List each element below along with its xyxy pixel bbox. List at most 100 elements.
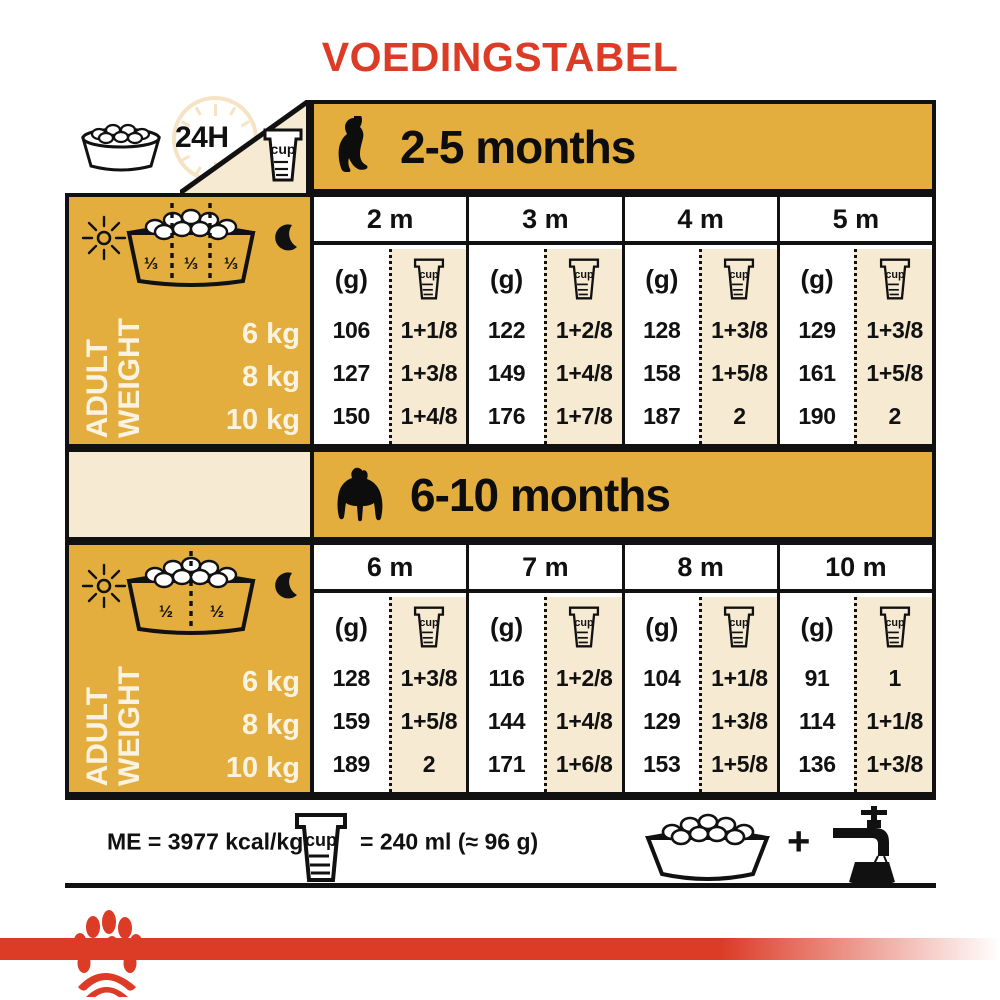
cups-subcolumn: cup 1+2/8 1+4/8 1+6/8: [543, 597, 622, 792]
table-cell: 127: [332, 360, 371, 386]
month-header: 3 m: [469, 197, 622, 245]
table-cell: 1+1/8: [866, 708, 924, 734]
grams-subcolumn: (g) 116 144 171: [469, 597, 544, 792]
svg-text:cup: cup: [575, 617, 595, 629]
unit-grams: (g): [800, 611, 834, 642]
cups-subcolumn: cup 1+2/8 1+4/8 1+7/8: [543, 249, 622, 444]
cups-subcolumn: cup 1+1/8 1+3/8 1+5/8: [699, 597, 777, 792]
moon-icon: [275, 224, 297, 251]
unit-grams: (g): [489, 263, 524, 294]
grams-subcolumn: (g) 106 127 150: [314, 249, 389, 444]
table-cell: 106: [332, 317, 371, 343]
chart-footer: ME = 3977 kcal/kg cup = 240 ml (≈ 96 g): [65, 795, 936, 888]
svg-text:⅓: ⅓: [144, 254, 158, 273]
measuring-cup-icon: cup: [724, 606, 755, 648]
weight-labels: 6 kg 8 kg 10 kg: [160, 313, 300, 442]
month-header: 10 m: [779, 545, 932, 593]
table-cell: 1+3/8: [711, 317, 768, 343]
unit-grams: (g): [645, 611, 679, 642]
table-cell: 104: [643, 665, 681, 691]
table-cell: 128: [332, 665, 371, 691]
svg-text:cup: cup: [730, 617, 750, 629]
royal-canin-paw-logo: [73, 910, 143, 997]
page-title: VOEDINGSTABEL: [321, 34, 679, 80]
weight-label: 6 kg: [241, 318, 300, 350]
pug-standing-icon: [337, 467, 383, 521]
table-cell: 150: [332, 403, 371, 429]
month-column: 10 m (g) 91 114 136 cup: [779, 545, 932, 792]
table-cell: 144: [487, 708, 526, 734]
table-cell: 1+4/8: [555, 360, 613, 386]
table-cell: 1+3/8: [400, 665, 458, 691]
table-cell: 2: [888, 403, 901, 429]
measuring-cup-icon: cup: [879, 606, 910, 648]
table-cell: 1+2/8: [555, 665, 613, 691]
table-cell: 1+6/8: [555, 751, 613, 777]
section-band-6-10-months: 6-10 months: [310, 448, 936, 541]
table-cell: 1+5/8: [711, 360, 768, 386]
data-grid-6-10-months: 6 m (g) 128 159 189 cup: [310, 541, 936, 796]
grams-subcolumn: (g) 129 161 190: [779, 249, 855, 444]
table-cell: 1+3/8: [866, 317, 924, 343]
weight-labels: 6 kg 8 kg 10 kg: [160, 661, 300, 790]
month-header: 5 m: [779, 197, 932, 245]
table-cell: 1+5/8: [711, 751, 768, 777]
measuring-cup-icon: cup: [569, 258, 600, 300]
grams-subcolumn: (g) 128 158 187: [624, 249, 700, 444]
table-cell: 159: [332, 708, 371, 734]
month-header: 7 m: [469, 545, 622, 593]
svg-text:cup: cup: [271, 141, 296, 157]
svg-text:⅓: ⅓: [184, 254, 198, 273]
row-axis-label: ADULT WEIGHT: [81, 318, 146, 438]
section-spacer-strip: [65, 448, 310, 541]
table-cell: 1+1/8: [400, 317, 458, 343]
puppy-sitting-icon: [338, 115, 368, 172]
chart-corner: 24H cup: [65, 96, 310, 193]
table-cell: 189: [332, 751, 371, 777]
table-cell: 128: [643, 317, 681, 343]
svg-text:cup: cup: [419, 617, 439, 629]
measuring-cup-icon: cup: [569, 606, 600, 648]
food-bowl-icon: [645, 813, 770, 881]
section-band-2-5-months: 2-5 months: [310, 100, 936, 193]
duration-label: 24H: [175, 121, 229, 154]
month-column: 7 m (g) 116 144 171 cup: [469, 545, 625, 792]
section-title: 2-5 months: [400, 120, 636, 173]
measuring-cup-icon: cup: [295, 813, 347, 882]
svg-text:cup: cup: [305, 830, 337, 850]
table-cell: 1+3/8: [711, 708, 768, 734]
month-header: 8 m: [624, 545, 777, 593]
table-cell: 187: [643, 403, 681, 429]
table-cell: 91: [804, 665, 830, 691]
feeding-table: 24H cup 2-5 months: [65, 96, 936, 888]
cup-equivalence-label: = 240 ml (≈ 96 g): [360, 828, 539, 854]
table-cell: 1+2/8: [555, 317, 613, 343]
month-column: 3 m (g) 122 149 176 cup: [469, 197, 625, 444]
svg-text:½: ½: [159, 602, 173, 621]
svg-text:cup: cup: [885, 617, 905, 629]
cups-subcolumn: cup 1+3/8 1+5/8 2: [699, 249, 777, 444]
measuring-cup-icon: cup: [413, 606, 445, 648]
grams-subcolumn: (g) 91 114 136: [779, 597, 855, 792]
month-header: 6 m: [314, 545, 467, 593]
cups-subcolumn: cup 1+1/8 1+3/8 1+4/8: [388, 249, 467, 444]
grams-subcolumn: (g) 104 129 153: [624, 597, 700, 792]
unit-grams: (g): [800, 263, 834, 294]
table-cell: 114: [798, 708, 836, 734]
grams-subcolumn: (g) 122 149 176: [469, 249, 544, 444]
unit-grams: (g): [334, 263, 368, 294]
table-cell: 161: [798, 360, 836, 386]
month-column: 2 m (g) 106 127 150 cup: [314, 197, 470, 444]
data-grid-2-5-months: 2 m (g) 106 127 150 cup: [310, 193, 936, 448]
measuring-cup-icon: cup: [724, 258, 755, 300]
axis-label-weight: WEIGHT: [113, 666, 146, 786]
sidebar-2-5-months: ⅓ ⅓ ⅓ ADULT WEIGHT 6 kg 8 kg 10 kg: [65, 193, 310, 448]
unit-grams: (g): [334, 611, 368, 642]
measuring-cup-icon: cup: [413, 258, 445, 300]
row-axis-label: ADULT WEIGHT: [81, 666, 146, 786]
table-cell: 153: [643, 751, 681, 777]
weight-label: 10 kg: [225, 752, 300, 784]
sun-icon: [81, 215, 127, 261]
axis-label-weight: WEIGHT: [113, 318, 146, 438]
sun-icon: [81, 563, 127, 609]
